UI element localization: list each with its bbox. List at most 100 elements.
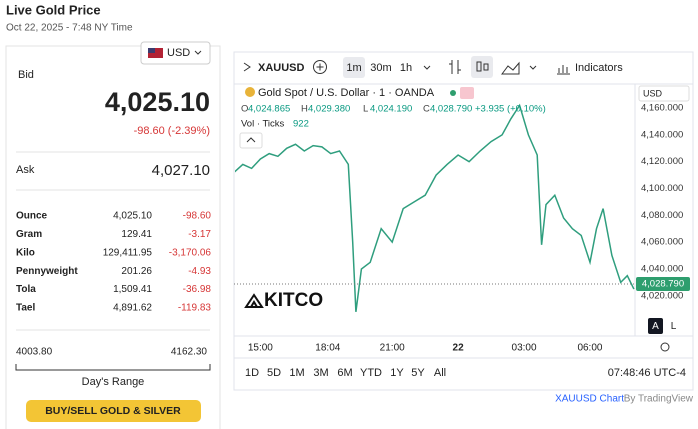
ohlc: O 4,024.865 H 4,029.380 L 4,024.190 C 4,028.790 [241, 104, 472, 115]
currency-label: USD [167, 47, 190, 59]
x-tick-label: 18:04 [315, 343, 340, 354]
interval[interactable]: 1h [400, 62, 412, 74]
periods: 1D 5D 1M 3M 6M YTD 1Y 5Y All [245, 367, 446, 379]
legend-change: +3.935 (+0.10%) [475, 104, 546, 115]
gold-icon [245, 87, 255, 97]
unit-name: Gram [16, 229, 42, 240]
flag [148, 48, 163, 58]
unit-name: Kilo [16, 247, 35, 258]
candle-icon [483, 63, 489, 71]
unit-price: 4,891.62 [113, 303, 152, 314]
chevron [529, 65, 537, 70]
volume-label: Vol · Ticks [241, 119, 285, 130]
x-tick-label: 03:00 [512, 343, 537, 354]
indicators-icon [557, 65, 570, 75]
indicators[interactable]: Indicators [575, 62, 623, 74]
flag-canton [148, 48, 155, 53]
ask-price: 4,027.10 [152, 162, 210, 179]
settings-icon[interactable] [660, 342, 670, 352]
x-tick-label: 21:00 [380, 343, 405, 354]
range-low: 4003.80 [16, 347, 53, 358]
scale-button[interactable]: L [671, 321, 677, 332]
status-dot [450, 90, 456, 96]
period[interactable]: YTD [360, 367, 382, 379]
interval[interactable]: 1m [346, 62, 361, 74]
area-icon[interactable] [501, 61, 520, 75]
unit-change: -3,170.06 [169, 247, 212, 258]
collapse-button[interactable] [239, 132, 263, 149]
axis-currency-label: USD [643, 88, 663, 98]
ohlc-key: H [301, 104, 308, 115]
legend-title: Gold Spot / U.S. Dollar · 1 · OANDA [258, 87, 435, 99]
ohlc-value: 4,024.865 [248, 104, 290, 115]
unit-change: -119.83 [178, 303, 212, 314]
y-tick-label: 4,080.000 [641, 210, 683, 221]
footer-symbol[interactable]: XAUUSD Chart [555, 394, 624, 405]
period[interactable]: All [434, 367, 446, 379]
price-line [235, 103, 635, 312]
y-tick-label: 4,060.000 [641, 237, 683, 248]
intervals: 1m 30m 1h [346, 62, 412, 74]
bars-icon[interactable] [449, 60, 461, 74]
unit-price: 1,509.41 [113, 284, 152, 295]
candles-active[interactable] [471, 56, 493, 78]
unit-table: Ounce 4,025.10 -98.60 Gram 129.41 -3.17 Kilo 12… [16, 211, 211, 314]
period[interactable]: 1M [289, 367, 304, 379]
kitco-logo [244, 293, 264, 308]
chevron [194, 50, 202, 55]
symbol[interactable]: XAUUSD [258, 62, 305, 74]
timestamp: Oct 22, 2025 - 7:48 NY Time [6, 23, 133, 34]
period[interactable]: 6M [337, 367, 352, 379]
compare-button[interactable] [313, 60, 327, 74]
unit-price: 201.26 [121, 266, 152, 277]
buy-sell-button[interactable] [26, 400, 201, 422]
period[interactable]: 5D [267, 367, 281, 379]
search-icon [243, 62, 251, 72]
period[interactable]: 5Y [411, 367, 425, 379]
ohlc-value: 4,028.790 [430, 104, 472, 115]
unit-change: -3.17 [188, 229, 211, 240]
scale-button[interactable]: A [652, 321, 659, 332]
x-tick-label: 22 [453, 343, 465, 354]
y-tick-label: 4,140.000 [641, 129, 683, 140]
quote-card [5, 45, 221, 429]
unit-name: Tael [16, 303, 35, 314]
ohlc-key: C [423, 104, 430, 115]
page-title: Live Gold Price [6, 2, 101, 17]
candle-icon [476, 61, 482, 72]
chart-widget [233, 51, 694, 391]
clock: 07:48:46 UTC-4 [608, 367, 686, 379]
ohlc-key: O [241, 104, 248, 115]
unit-price: 129.41 [121, 229, 152, 240]
x-tick-label: 15:00 [248, 343, 273, 354]
status-badge [460, 87, 474, 99]
y-tick-label: 4,020.000 [641, 290, 683, 301]
plus [316, 63, 324, 71]
buy-sell-label: BUY/SELL GOLD & SILVER [45, 405, 181, 417]
unit-change: -4.93 [188, 266, 211, 277]
last-price-badge [636, 276, 690, 291]
chevron [423, 65, 431, 70]
unit-price: 129,411.95 [103, 247, 153, 258]
interval[interactable]: 30m [370, 62, 391, 74]
bid-change: -98.60 (-2.39%) [134, 125, 210, 137]
range-bar [15, 364, 211, 371]
ohlc-value: 4,029.380 [308, 104, 350, 115]
volume: 922 [293, 119, 309, 130]
unit-name: Pennyweight [16, 266, 78, 277]
y-tick-label: 4,120.000 [641, 156, 683, 167]
period[interactable]: 1D [245, 367, 259, 379]
currency-select[interactable] [140, 41, 211, 65]
y-tick-label: 4,160.000 [641, 103, 683, 114]
unit-change: -36.98 [183, 284, 212, 295]
x-tick-label: 06:00 [577, 343, 602, 354]
watermark: KITCO [264, 290, 323, 311]
scale-button-bg [648, 318, 663, 334]
period[interactable]: 1Y [390, 367, 404, 379]
period[interactable]: 3M [313, 367, 328, 379]
unit-change: -98.60 [183, 211, 212, 222]
axis-currency[interactable] [638, 85, 690, 102]
